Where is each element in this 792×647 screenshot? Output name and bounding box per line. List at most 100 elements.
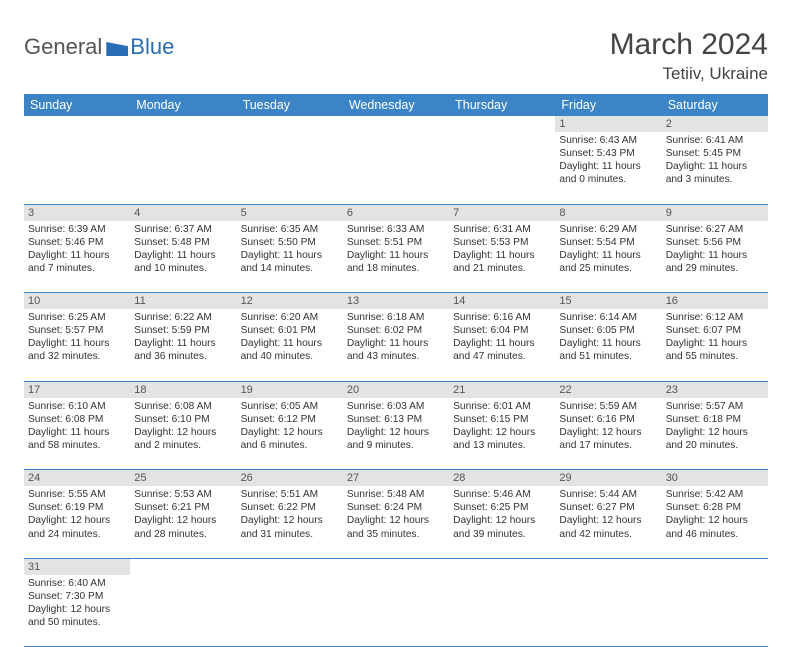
sunset-text: Sunset: 5:50 PM bbox=[241, 236, 339, 249]
daylight-text: Daylight: 12 hours and 31 minutes. bbox=[241, 514, 339, 540]
day-cell: Sunrise: 6:14 AMSunset: 6:05 PMDaylight:… bbox=[555, 309, 661, 381]
day-cell: Sunrise: 6:22 AMSunset: 5:59 PMDaylight:… bbox=[130, 309, 236, 381]
day-number: 7 bbox=[449, 204, 555, 221]
day-cell: Sunrise: 6:03 AMSunset: 6:13 PMDaylight:… bbox=[343, 398, 449, 470]
day-number: 25 bbox=[130, 470, 236, 487]
week-row: Sunrise: 6:39 AMSunset: 5:46 PM Daylight:… bbox=[24, 221, 768, 293]
day-number bbox=[662, 558, 768, 575]
day-number: 24 bbox=[24, 470, 130, 487]
day-cell bbox=[343, 132, 449, 204]
sunrise-text: Sunrise: 6:40 AM bbox=[28, 577, 126, 590]
day-number: 2 bbox=[662, 116, 768, 132]
day-cell: Sunrise: 6:25 AMSunset: 5:57 PMDaylight:… bbox=[24, 309, 130, 381]
day-cell bbox=[449, 132, 555, 204]
sunrise-text: Sunrise: 6:14 AM bbox=[559, 311, 657, 324]
daylight-text: Daylight: 11 hours and 14 minutes. bbox=[241, 249, 339, 275]
weekday-header-row: Sunday Monday Tuesday Wednesday Thursday… bbox=[24, 94, 768, 116]
sunrise-text: Sunrise: 6:29 AM bbox=[559, 223, 657, 236]
day-cell bbox=[449, 575, 555, 647]
day-number: 18 bbox=[130, 381, 236, 398]
daylight-text: Daylight: 11 hours and 25 minutes. bbox=[559, 249, 657, 275]
day-number bbox=[343, 116, 449, 132]
sunset-text: Sunset: 5:59 PM bbox=[134, 324, 232, 337]
day-number bbox=[555, 558, 661, 575]
sunrise-text: Sunrise: 5:48 AM bbox=[347, 488, 445, 501]
day-number: 10 bbox=[24, 293, 130, 310]
day-cell: Sunrise: 6:20 AMSunset: 6:01 PMDaylight:… bbox=[237, 309, 343, 381]
daylight-text: Daylight: 11 hours and 29 minutes. bbox=[666, 249, 764, 275]
day-number: 9 bbox=[662, 204, 768, 221]
day-number: 13 bbox=[343, 293, 449, 310]
day-number-row: 24252627282930 bbox=[24, 470, 768, 487]
sunrise-text: Sunrise: 6:08 AM bbox=[134, 400, 232, 413]
day-number: 8 bbox=[555, 204, 661, 221]
day-number bbox=[130, 116, 236, 132]
day-cell: Sunrise: 6:01 AMSunset: 6:15 PMDaylight:… bbox=[449, 398, 555, 470]
day-cell: Sunrise: 6:33 AMSunset: 5:51 PMDaylight:… bbox=[343, 221, 449, 293]
weekday-header: Sunday bbox=[24, 94, 130, 116]
day-cell: Sunrise: 6:43 AMSunset: 5:43 PMDaylight:… bbox=[555, 132, 661, 204]
logo-text-blue: Blue bbox=[130, 34, 174, 60]
sunrise-text: Sunrise: 6:10 AM bbox=[28, 400, 126, 413]
daylight-text: Daylight: 12 hours and 28 minutes. bbox=[134, 514, 232, 540]
day-cell: Sunrise: 6:27 AMSunset: 5:56 PMDaylight:… bbox=[662, 221, 768, 293]
logo-text-general: General bbox=[24, 34, 102, 60]
day-cell: Sunrise: 6:40 AMSunset: 7:30 PMDaylight:… bbox=[24, 575, 130, 647]
day-cell: Sunrise: 6:29 AMSunset: 5:54 PMDaylight:… bbox=[555, 221, 661, 293]
day-number: 29 bbox=[555, 470, 661, 487]
sunrise-text: Sunrise: 5:55 AM bbox=[28, 488, 126, 501]
day-number: 23 bbox=[662, 381, 768, 398]
daylight-text: Daylight: 11 hours and 18 minutes. bbox=[347, 249, 445, 275]
sunset-text: Sunset: 6:24 PM bbox=[347, 501, 445, 514]
daylight-text: Daylight: 11 hours and 55 minutes. bbox=[666, 337, 764, 363]
sunrise-text: Sunrise: 6:43 AM bbox=[559, 134, 657, 147]
sunrise-text: Sunrise: 6:39 AM bbox=[28, 223, 126, 236]
sunrise-text: Sunrise: 6:03 AM bbox=[347, 400, 445, 413]
sunrise-text: Sunrise: 6:12 AM bbox=[666, 311, 764, 324]
daylight-text: Daylight: 11 hours and 47 minutes. bbox=[453, 337, 551, 363]
day-number-row: 10111213141516 bbox=[24, 293, 768, 310]
sunset-text: Sunset: 5:46 PM bbox=[28, 236, 126, 249]
daylight-text: Daylight: 12 hours and 24 minutes. bbox=[28, 514, 126, 540]
week-row: Sunrise: 6:43 AMSunset: 5:43 PM Daylight:… bbox=[24, 132, 768, 204]
day-number: 4 bbox=[130, 204, 236, 221]
sunrise-text: Sunrise: 6:37 AM bbox=[134, 223, 232, 236]
daylight-text: Daylight: 12 hours and 50 minutes. bbox=[28, 603, 126, 629]
week-row: Sunrise: 6:10 AMSunset: 6:08 PMDaylight:… bbox=[24, 398, 768, 470]
sunset-text: Sunset: 5:45 PM bbox=[666, 147, 764, 160]
header: General Blue March 2024 Tetiiv, Ukraine bbox=[24, 28, 768, 84]
sunrise-text: Sunrise: 6:31 AM bbox=[453, 223, 551, 236]
sunrise-text: Sunrise: 6:27 AM bbox=[666, 223, 764, 236]
day-number bbox=[237, 116, 343, 132]
day-cell: Sunrise: 5:53 AMSunset: 6:21 PMDaylight:… bbox=[130, 486, 236, 558]
day-cell bbox=[130, 132, 236, 204]
sunrise-text: Sunrise: 5:57 AM bbox=[666, 400, 764, 413]
day-cell bbox=[343, 575, 449, 647]
logo: General Blue bbox=[24, 28, 174, 60]
month-year: March 2024 bbox=[610, 28, 768, 62]
day-cell: Sunrise: 6:12 AMSunset: 6:07 PMDaylight:… bbox=[662, 309, 768, 381]
sunset-text: Sunset: 5:57 PM bbox=[28, 324, 126, 337]
day-number: 28 bbox=[449, 470, 555, 487]
day-cell: Sunrise: 6:35 AMSunset: 5:50 PMDaylight:… bbox=[237, 221, 343, 293]
sunrise-text: Sunrise: 6:18 AM bbox=[347, 311, 445, 324]
week-row: Sunrise: 6:40 AMSunset: 7:30 PMDaylight:… bbox=[24, 575, 768, 647]
day-cell: Sunrise: 5:57 AMSunset: 6:18 PMDaylight:… bbox=[662, 398, 768, 470]
day-cell: Sunrise: 6:18 AMSunset: 6:02 PMDaylight:… bbox=[343, 309, 449, 381]
day-number bbox=[24, 116, 130, 132]
weekday-header: Thursday bbox=[449, 94, 555, 116]
weekday-header: Friday bbox=[555, 94, 661, 116]
sunrise-text: Sunrise: 6:33 AM bbox=[347, 223, 445, 236]
daylight-text: Daylight: 11 hours and 3 minutes. bbox=[666, 160, 764, 186]
day-number: 17 bbox=[24, 381, 130, 398]
sunset-text: Sunset: 6:25 PM bbox=[453, 501, 551, 514]
sunset-text: Sunset: 5:43 PM bbox=[559, 147, 657, 160]
day-number bbox=[449, 116, 555, 132]
sunrise-text: Sunrise: 6:25 AM bbox=[28, 311, 126, 324]
day-cell bbox=[237, 575, 343, 647]
sunset-text: Sunset: 6:02 PM bbox=[347, 324, 445, 337]
day-cell bbox=[130, 575, 236, 647]
calendar-table: Sunday Monday Tuesday Wednesday Thursday… bbox=[24, 94, 768, 647]
sunset-text: Sunset: 6:18 PM bbox=[666, 413, 764, 426]
day-number: 20 bbox=[343, 381, 449, 398]
